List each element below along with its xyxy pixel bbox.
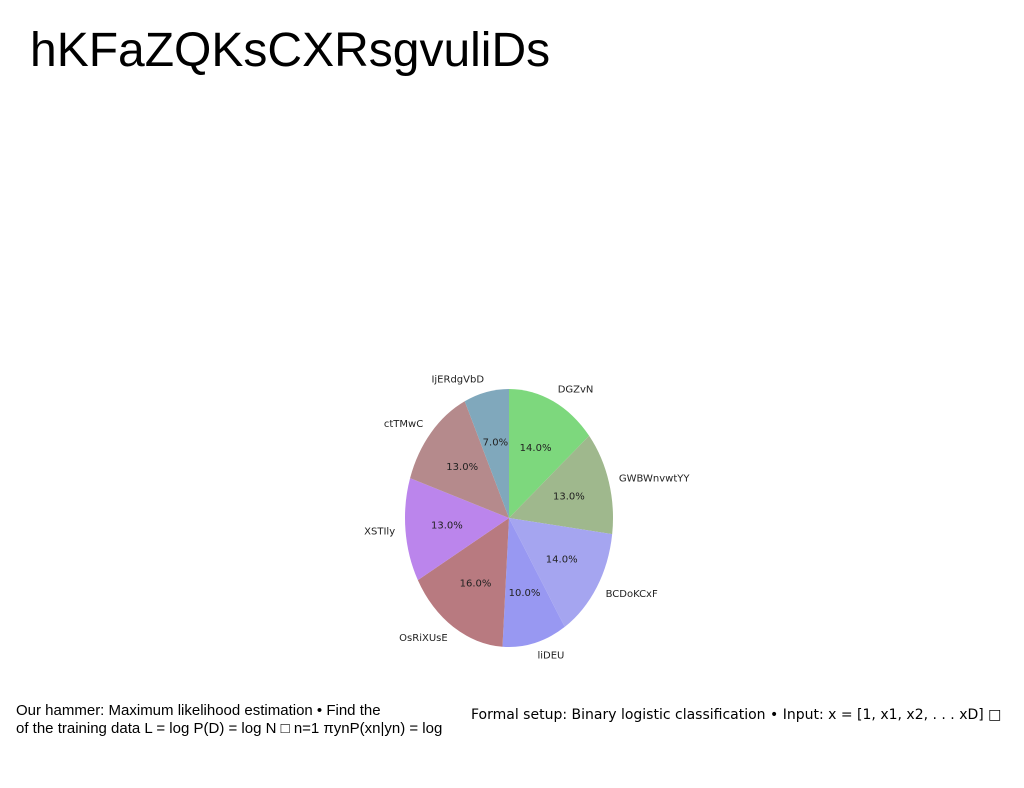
pie-category-label: BCDoKCxF <box>606 589 658 600</box>
pie-pct-label: 13.0% <box>446 462 478 473</box>
pie-slice-GWBWnvwtYY <box>509 435 613 535</box>
pie-category-label: GWBWnvwtYY <box>619 473 690 484</box>
pie-slice-OsRiXUsE <box>417 518 509 647</box>
caption-right: Formal setup: Binary logistic classifica… <box>471 707 1002 723</box>
pie-pct-label: 7.0% <box>483 437 508 448</box>
pie-pct-label: 13.0% <box>431 520 463 531</box>
pie-chart-svg: 14.0% DGZvN 13.0% GWBWnvwtYY 14.0% BCDoKCxF 10… <box>364 375 690 662</box>
pie-slice-XSTIly <box>404 478 509 581</box>
pie-slice-liDEU <box>502 518 565 648</box>
pie-slice-BCDoKCxF <box>509 518 613 627</box>
pie-category-label: IjERdgVbD <box>431 375 484 386</box>
pie-category-label: DGZvN <box>558 385 594 396</box>
page-title: hKFaZQKsCXRsgvuliDs <box>30 24 551 77</box>
pie-category-label: XSTIly <box>364 526 395 537</box>
pie-pct-label: 10.0% <box>509 588 541 599</box>
pie-pct-label: 14.0% <box>546 554 578 565</box>
pie-slice-ctTMwC <box>410 401 509 518</box>
pie-category-label: liDEU <box>537 650 564 661</box>
pie-slice-IjERdgVbD <box>464 389 509 518</box>
pie-chart: 14.0% DGZvN 13.0% GWBWnvwtYY 14.0% BCDoKCxF 10… <box>340 360 700 670</box>
caption-left-line-1: Our hammer: Maximum likelihood estimatio… <box>16 702 381 719</box>
caption-left-line-2: of the training data L = log P(D) = log … <box>16 720 443 737</box>
pie-category-label: OsRiXUsE <box>399 633 448 644</box>
pie-slices <box>404 389 613 648</box>
pie-slice-DGZvN <box>509 389 590 518</box>
pie-category-label: ctTMwC <box>384 419 423 430</box>
pie-pct-label: 16.0% <box>460 578 492 589</box>
caption-left: Our hammer: Maximum likelihood estimatio… <box>16 702 471 738</box>
pie-pct-label: 13.0% <box>553 491 585 502</box>
pie-labels: 14.0% DGZvN 13.0% GWBWnvwtYY 14.0% BCDoKCxF 10… <box>364 375 690 662</box>
pie-pct-label: 14.0% <box>520 443 552 454</box>
